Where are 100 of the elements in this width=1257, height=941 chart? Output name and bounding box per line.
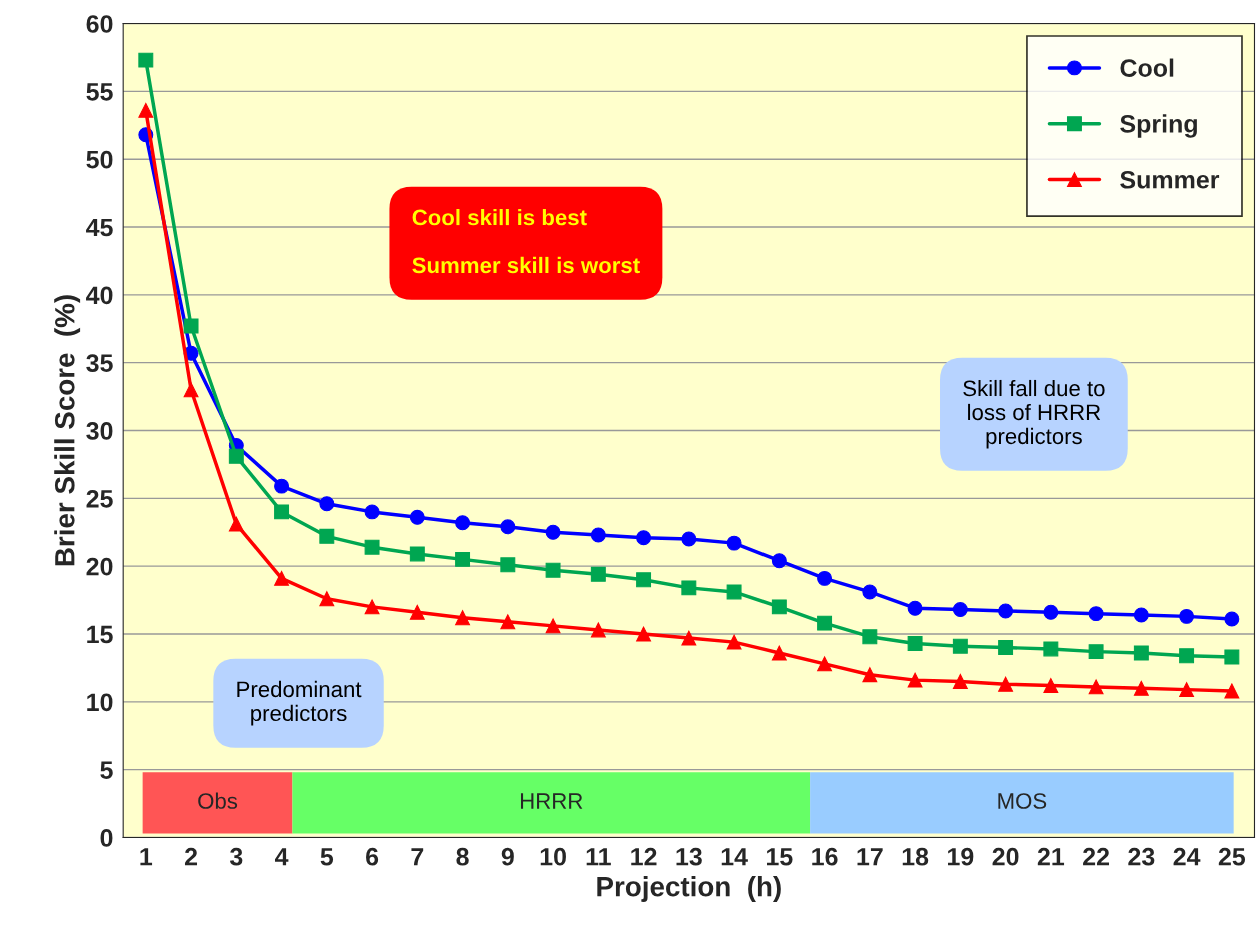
x-tick-label: 25 xyxy=(1218,847,1246,866)
y-tick-label: 40 xyxy=(86,286,113,305)
point xyxy=(862,629,878,645)
point xyxy=(681,531,697,547)
y-tick-label: 10 xyxy=(87,693,113,712)
band-label: MOS xyxy=(998,793,1047,809)
x-tick-label: 21 xyxy=(1037,847,1065,866)
x-tick-label: 23 xyxy=(1128,847,1155,866)
text: Cool skill is best Summer skill is worst xyxy=(412,209,640,274)
x-tick-label: 17 xyxy=(857,848,883,866)
x-tick-label: 5 xyxy=(320,848,334,866)
point xyxy=(771,553,787,569)
point xyxy=(636,626,652,642)
point xyxy=(1133,607,1149,623)
point xyxy=(952,602,968,618)
point xyxy=(138,52,154,68)
point xyxy=(681,630,697,646)
point xyxy=(1043,604,1059,620)
y-tick-label: 45 xyxy=(86,218,113,237)
point xyxy=(1179,648,1195,664)
x-tick-label: 12 xyxy=(631,847,657,866)
y-tick-label: 15 xyxy=(87,625,113,644)
point xyxy=(1133,680,1149,696)
x-tick-label: 14 xyxy=(721,848,748,866)
point xyxy=(228,448,244,464)
x-tick-label: 11 xyxy=(586,848,611,866)
point xyxy=(545,618,561,634)
band-label: Obs xyxy=(198,792,238,809)
x-tick-label: 13 xyxy=(676,847,702,866)
annotation: Predominant predictors xyxy=(237,680,362,726)
point xyxy=(364,539,380,555)
point xyxy=(183,318,199,334)
point xyxy=(1088,644,1104,660)
x-tick-label: 1 xyxy=(140,848,153,866)
x-tick-label: 24 xyxy=(1173,847,1201,866)
x-tick-label: 8 xyxy=(456,847,469,866)
point xyxy=(952,638,968,654)
point xyxy=(907,600,923,616)
point xyxy=(1179,682,1195,698)
point xyxy=(952,674,968,689)
point xyxy=(1179,608,1195,624)
point xyxy=(998,676,1014,692)
point xyxy=(364,504,380,520)
point xyxy=(907,672,923,688)
legend-label: Summer xyxy=(1120,170,1220,189)
band-label: HRRR xyxy=(521,793,583,809)
point xyxy=(274,504,290,520)
point xyxy=(274,570,290,586)
point xyxy=(455,515,471,531)
point xyxy=(771,599,787,615)
x-tick-label: 19 xyxy=(948,847,974,866)
y-tick-label: 25 xyxy=(86,489,113,508)
point xyxy=(590,527,606,543)
x-tick-label: 2 xyxy=(184,847,198,866)
point xyxy=(409,509,425,525)
point xyxy=(364,599,380,615)
point xyxy=(500,519,516,535)
x-tick-label: 20 xyxy=(992,847,1019,866)
y-tick-label: 20 xyxy=(86,557,113,576)
point xyxy=(907,636,923,651)
y-axis-title: Brier Skill Score (%) xyxy=(54,295,81,566)
point xyxy=(1043,641,1059,657)
x-tick-label: 22 xyxy=(1083,847,1110,866)
point xyxy=(862,584,878,600)
point xyxy=(409,604,425,620)
x-axis-title: Projection (h) xyxy=(597,876,781,902)
x-tick-label: 3 xyxy=(229,847,243,866)
y-tick-label: 35 xyxy=(86,354,113,373)
point xyxy=(1133,645,1149,661)
point xyxy=(726,634,742,650)
x-tick-label: 4 xyxy=(275,848,289,866)
x-tick-label: 10 xyxy=(540,847,566,866)
point xyxy=(138,102,154,118)
point xyxy=(500,614,516,630)
point xyxy=(1088,606,1104,622)
point xyxy=(726,535,742,551)
point xyxy=(1224,649,1240,665)
point xyxy=(817,570,833,586)
legend-label: Cool xyxy=(1120,58,1174,77)
point xyxy=(545,562,561,578)
point xyxy=(319,496,335,512)
point xyxy=(636,530,652,546)
y-tick-label: 0 xyxy=(100,829,113,847)
x-tick-label: 6 xyxy=(366,847,379,866)
point xyxy=(862,667,878,683)
point xyxy=(726,584,742,600)
y-tick-label: 50 xyxy=(86,150,113,169)
point xyxy=(545,524,561,540)
y-tick-label: 60 xyxy=(86,15,113,33)
point xyxy=(1224,611,1240,627)
point xyxy=(500,557,516,573)
x-tick-label: 9 xyxy=(501,847,514,866)
y-tick-label: 5 xyxy=(100,761,113,779)
point xyxy=(455,610,471,626)
x-tick-label: 18 xyxy=(902,847,929,866)
point xyxy=(1088,679,1104,695)
point xyxy=(1043,678,1059,694)
point xyxy=(319,591,335,607)
point xyxy=(274,478,290,494)
legend-label: Spring xyxy=(1120,114,1197,138)
